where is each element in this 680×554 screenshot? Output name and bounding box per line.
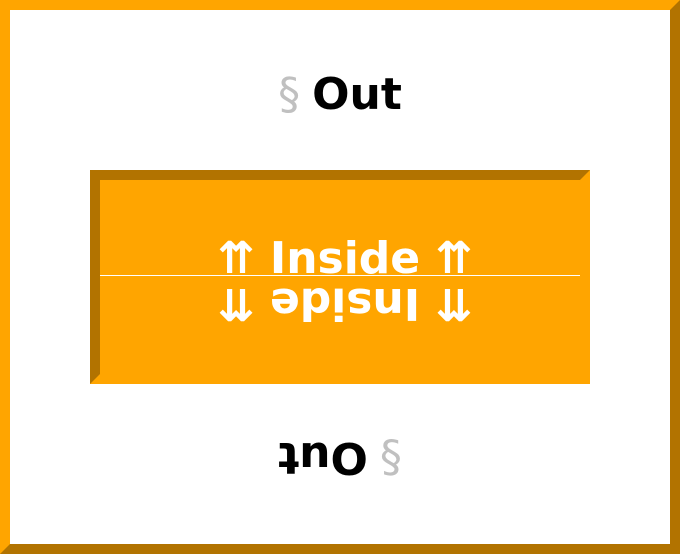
out-text: Out <box>312 69 402 120</box>
out-text: Out <box>278 432 368 483</box>
double-up-arrow-icon: ⇈ <box>435 278 473 329</box>
double-up-arrow-icon: ⇈ <box>435 233 473 284</box>
center-divider <box>100 275 580 276</box>
double-up-arrow-icon: ⇈ <box>217 233 255 284</box>
section-sign-icon: § <box>379 432 402 483</box>
inside-label-bottom-mirrored: ⇈ Inside ⇈ <box>100 278 590 329</box>
inner-box: ⇈ Inside ⇈ ⇈ Inside ⇈ <box>90 170 590 384</box>
inside-label-top: ⇈ Inside ⇈ <box>100 236 590 282</box>
out-label-top: § Out <box>10 70 670 120</box>
double-up-arrow-icon: ⇈ <box>217 278 255 329</box>
inside-text: Inside <box>269 278 421 329</box>
out-label-bottom-mirrored: §Out <box>10 432 670 483</box>
section-sign-icon: § <box>278 69 301 120</box>
inside-text: Inside <box>269 233 421 284</box>
